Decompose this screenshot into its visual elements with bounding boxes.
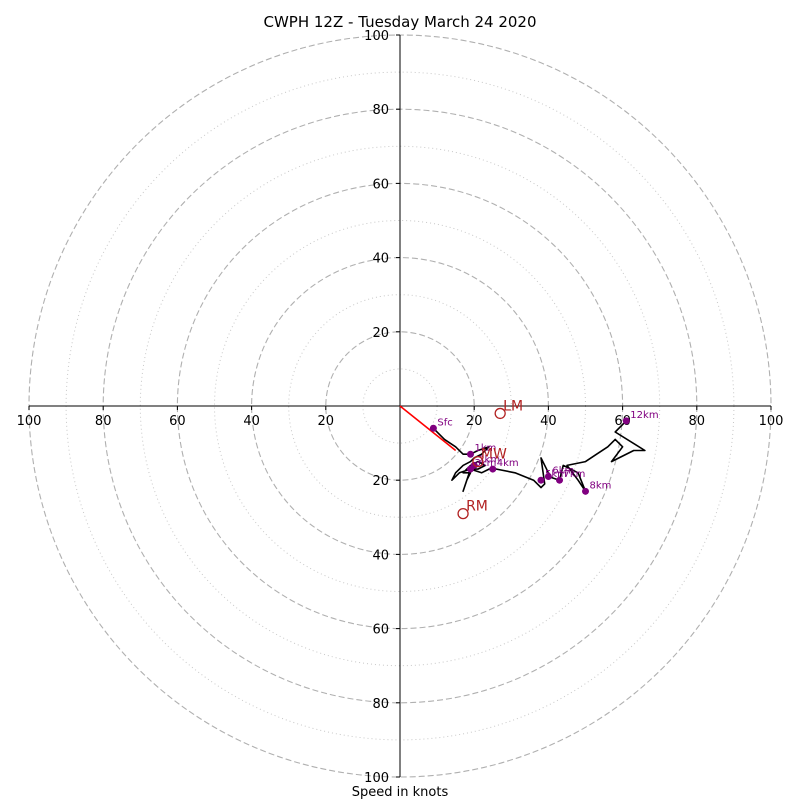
height-label: 2km	[478, 454, 500, 465]
height-label: 5km	[545, 469, 567, 480]
storm-motion-label: RM	[466, 499, 488, 515]
height-point	[466, 465, 474, 473]
height-point	[489, 465, 497, 473]
height-label: Sfc	[437, 417, 452, 428]
y-tick-label: 40	[372, 252, 389, 267]
height-point	[466, 450, 474, 458]
height-label: 12km	[630, 410, 658, 421]
height-point	[622, 417, 630, 425]
x-tick-label: 60	[169, 414, 186, 429]
storm-motion-markers: LM MW RM	[457, 398, 523, 520]
y-tick-label: 80	[372, 103, 389, 118]
storm-motion-label: LM	[503, 398, 523, 414]
x-tick-label: 80	[95, 414, 112, 429]
height-point	[429, 424, 437, 432]
x-tick-label: 40	[540, 414, 557, 429]
x-tick-label: 100	[17, 414, 42, 429]
height-point	[544, 472, 552, 480]
height-label: 3km	[474, 458, 496, 469]
x-tick-label: 80	[689, 414, 706, 429]
storm-motion-point	[494, 407, 506, 420]
storm-motion-label: MW	[481, 447, 507, 463]
height-point	[537, 476, 545, 484]
height-label: 6km	[552, 465, 574, 476]
storm-motion-point	[457, 507, 469, 520]
x-tick-label: 40	[243, 414, 260, 429]
height-point	[582, 487, 589, 495]
x-tick-label: 20	[318, 414, 335, 429]
y-tick-label: 100	[364, 29, 389, 44]
axis-ticks: 100 80 60 40 20 20 40 60 80 100100806040202040608…	[17, 29, 784, 786]
y-tick-label: 80	[372, 697, 389, 712]
y-tick-label: 60	[372, 177, 389, 192]
height-label: 4km	[497, 458, 519, 469]
shear-vector-line	[399, 405, 457, 452]
storm-motion-point	[472, 455, 484, 468]
y-tick-label: 20	[372, 474, 389, 489]
y-tick-label: 60	[372, 623, 389, 638]
height-label: 1km	[474, 443, 496, 454]
chart-title: CWPH 12Z - Tuesday March 24 2020	[263, 13, 536, 31]
height-label: 8km	[590, 480, 612, 491]
x-axis-label: Speed in knots	[352, 785, 449, 800]
x-tick-label: 100	[759, 414, 784, 429]
y-tick-label: 40	[372, 548, 389, 563]
height-label: 7km	[564, 469, 586, 480]
height-point	[556, 476, 564, 484]
y-tick-label: 100	[364, 771, 389, 786]
x-tick-label: 20	[466, 414, 483, 429]
y-tick-label: 20	[372, 326, 389, 341]
